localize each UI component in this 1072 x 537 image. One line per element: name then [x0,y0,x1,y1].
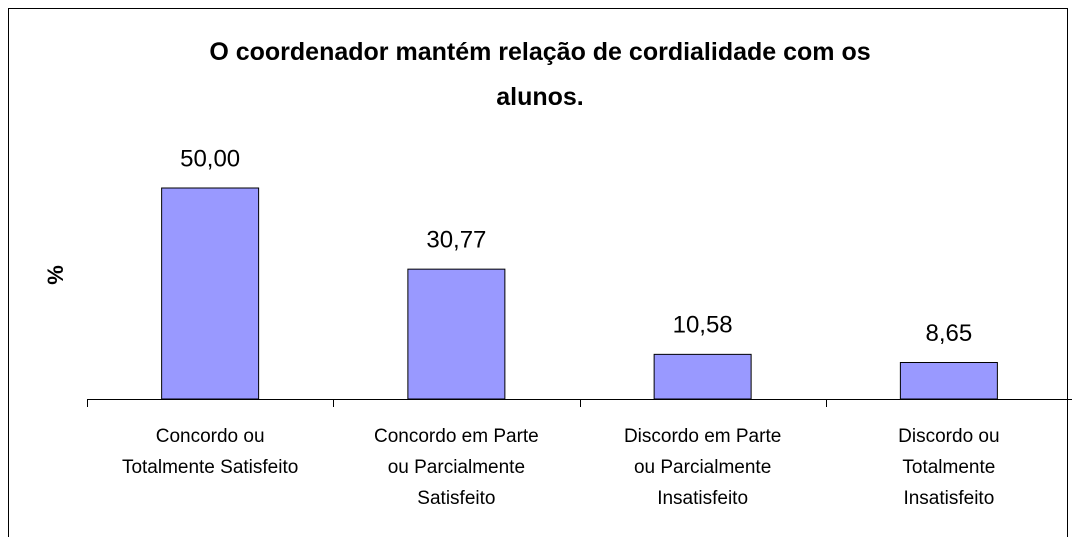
chart-border [8,8,1068,537]
bar [407,268,506,400]
x-tick-label: Concordo em Parte [374,426,539,447]
data-label: 10,58 [673,312,733,339]
x-tick-label: Insatisfeito [657,488,748,509]
x-tick-label: Satisfeito [417,488,495,509]
x-tick-label: Insatisfeito [903,488,994,509]
bar [653,353,752,400]
y-axis-label: % [43,265,68,285]
x-tick-label: Discordo ou [898,426,999,447]
data-label: 50,00 [180,145,240,172]
x-tick-label: Concordo ou [156,426,265,447]
x-tick-label: Totalmente Satisfeito [122,457,298,478]
data-label: 8,65 [926,320,973,347]
data-label: 30,77 [426,226,486,253]
x-tick-label: Totalmente [902,457,995,478]
bar [161,187,260,400]
x-tick-label: Discordo em Parte [624,426,781,447]
x-tick-label: ou Parcialmente [388,457,525,478]
x-tick-label: ou Parcialmente [634,457,771,478]
chart-title: O coordenador mantém relação de cordiali… [209,38,871,111]
bar [899,361,998,400]
